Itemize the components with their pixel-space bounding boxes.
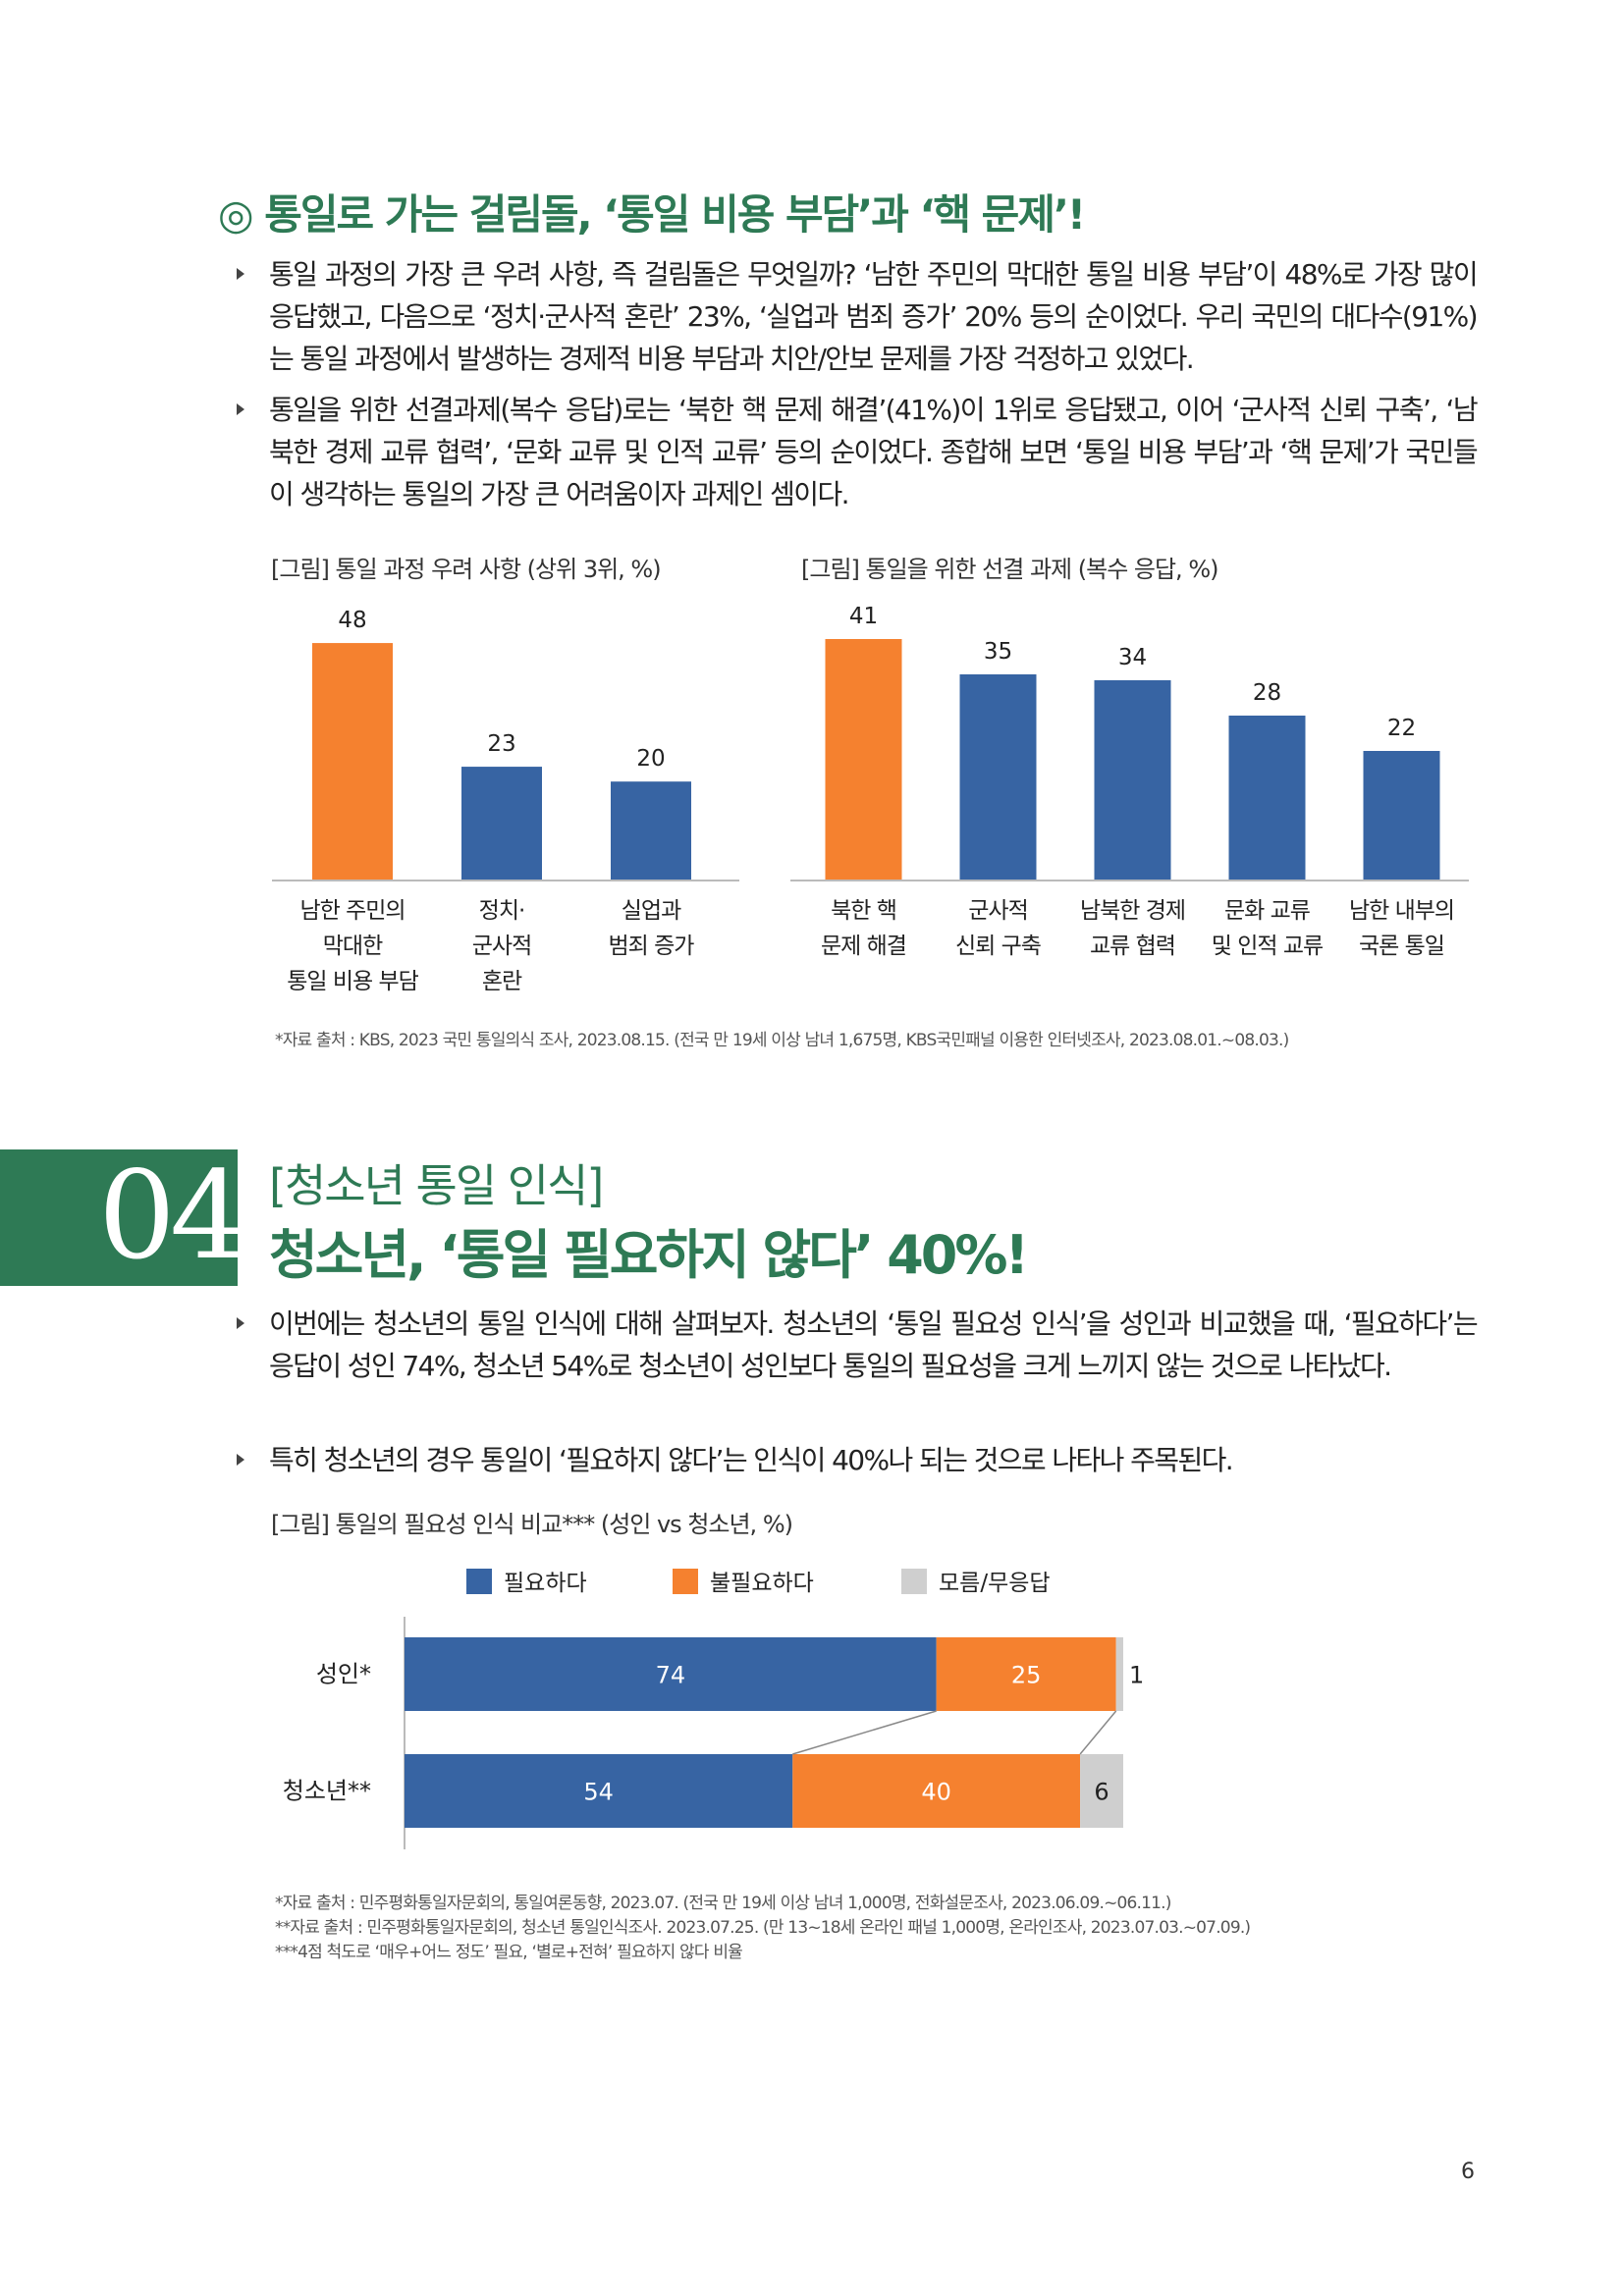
bar xyxy=(611,781,691,881)
data-label: 48 xyxy=(338,608,366,633)
bullet-text: 특히 청소년의 경우 통일이 ‘필요하지 않다’는 인식이 40%나 되는 것으… xyxy=(269,1444,1234,1476)
bar xyxy=(312,643,393,881)
data-label: 28 xyxy=(1253,680,1281,706)
data-label: 35 xyxy=(984,639,1012,665)
segment-label: 74 xyxy=(656,1662,686,1689)
data-label: 41 xyxy=(849,604,878,629)
bar xyxy=(1363,751,1440,881)
row-label: 성인* xyxy=(316,1661,371,1688)
segment-label: 25 xyxy=(1011,1662,1042,1689)
bullet-arrow-icon xyxy=(237,403,244,415)
segment-label: 54 xyxy=(583,1779,614,1806)
data-label: 22 xyxy=(1387,716,1416,741)
bullet-text: 통일 과정의 가장 큰 우려 사항, 즉 걸림돌은 무엇일까? ‘남한 주민의 … xyxy=(269,258,1479,375)
category-label: 문화 교류 xyxy=(1224,898,1310,924)
bar xyxy=(1228,716,1306,881)
legend-swatch xyxy=(466,1569,492,1594)
bullet-arrow-icon xyxy=(237,1317,244,1329)
legend-swatch xyxy=(901,1569,927,1594)
connector-line xyxy=(1079,1710,1117,1755)
segment-label: 6 xyxy=(1094,1779,1109,1806)
category-label: 정치· xyxy=(479,898,525,924)
connector-line xyxy=(792,1710,937,1755)
data-label: 23 xyxy=(487,731,515,757)
category-label: 군사적 xyxy=(472,934,531,959)
category-label: 북한 핵 xyxy=(831,898,896,924)
bar xyxy=(959,674,1037,881)
section-number: 04 xyxy=(98,1146,247,1287)
category-label: 및 인적 교류 xyxy=(1212,934,1323,959)
bullet-arrow-icon xyxy=(237,268,244,280)
bar-segment xyxy=(1115,1637,1123,1711)
category-label: 실업과 xyxy=(622,898,681,924)
legend-label: 모름/무응답 xyxy=(939,1571,1051,1596)
bullet-text: 이번에는 청소년의 통일 인식에 대해 살펴보자. 청소년의 ‘통일 필요성 인… xyxy=(269,1308,1479,1382)
category-label: 통일 비용 부담 xyxy=(287,969,418,994)
category-label: 혼란 xyxy=(482,969,522,994)
chart3-caption: [그림] 통일의 필요성 인식 비교*** (성인 vs 청소년, %) xyxy=(271,1511,793,1538)
data-label: 20 xyxy=(636,746,665,772)
bar xyxy=(1094,680,1171,881)
category-label: 문제 해결 xyxy=(821,934,906,959)
page-number: 6 xyxy=(1461,2160,1475,2184)
legend-label: 필요하다 xyxy=(504,1571,587,1596)
category-label: 막대한 xyxy=(323,934,383,959)
bullet-arrow-icon xyxy=(237,1454,244,1466)
bar-segment xyxy=(1080,1754,1123,1828)
category-label: 남한 주민의 xyxy=(299,898,405,924)
bar-segment xyxy=(405,1637,937,1711)
category-label: 범죄 증가 xyxy=(609,934,695,959)
source-note: ***4점 척도로 ‘매우+어느 정도’ 필요, ‘별로+전혀’ 필요하지 않다… xyxy=(275,1943,743,1962)
bar-segment xyxy=(936,1637,1116,1711)
section-title: ◎ 통일로 가는 걸림돌, ‘통일 비용 부담’과 ‘핵 문제’! xyxy=(218,190,1086,239)
category-label: 국론 통일 xyxy=(1359,934,1444,959)
category-label: 남북한 경제 xyxy=(1080,898,1185,924)
bullet-text: 통일을 위한 선결과제(복수 응답)로는 ‘북한 핵 문제 해결’(41%)이 … xyxy=(269,394,1479,510)
source-note: *자료 출처 : KBS, 2023 국민 통일의식 조사, 2023.08.1… xyxy=(275,1031,1289,1050)
legend-swatch xyxy=(673,1569,698,1594)
category-label: 군사적 xyxy=(968,898,1027,924)
bar xyxy=(461,767,542,881)
section-kicker: [청소년 통일 인식] xyxy=(269,1159,604,1212)
category-label: 신뢰 구축 xyxy=(955,934,1041,959)
section-headline: 청소년, ‘통일 필요하지 않다’ 40%! xyxy=(269,1224,1029,1286)
section-number-band xyxy=(0,1149,238,1286)
bar xyxy=(825,639,902,881)
bar-segment xyxy=(792,1754,1081,1828)
data-label: 34 xyxy=(1118,645,1147,670)
chart1-caption: [그림] 통일 과정 우려 사항 (상위 3위, %) xyxy=(271,556,662,583)
chart2-caption: [그림] 통일을 위한 선결 과제 (복수 응답, %) xyxy=(801,556,1218,583)
category-label: 교류 협력 xyxy=(1090,934,1175,959)
segment-label: 40 xyxy=(921,1779,951,1806)
row-label: 청소년** xyxy=(283,1778,371,1805)
bar-segment xyxy=(405,1754,793,1828)
legend-label: 불필요하다 xyxy=(710,1571,814,1596)
category-label: 남한 내부의 xyxy=(1349,898,1454,924)
segment-label: 1 xyxy=(1129,1662,1144,1689)
source-note: *자료 출처 : 민주평화통일자문회의, 통일여론동향, 2023.07. (전… xyxy=(275,1894,1171,1913)
source-note: **자료 출처 : 민주평화통일자문회의, 청소년 통일인식조사. 2023.0… xyxy=(275,1918,1251,1938)
